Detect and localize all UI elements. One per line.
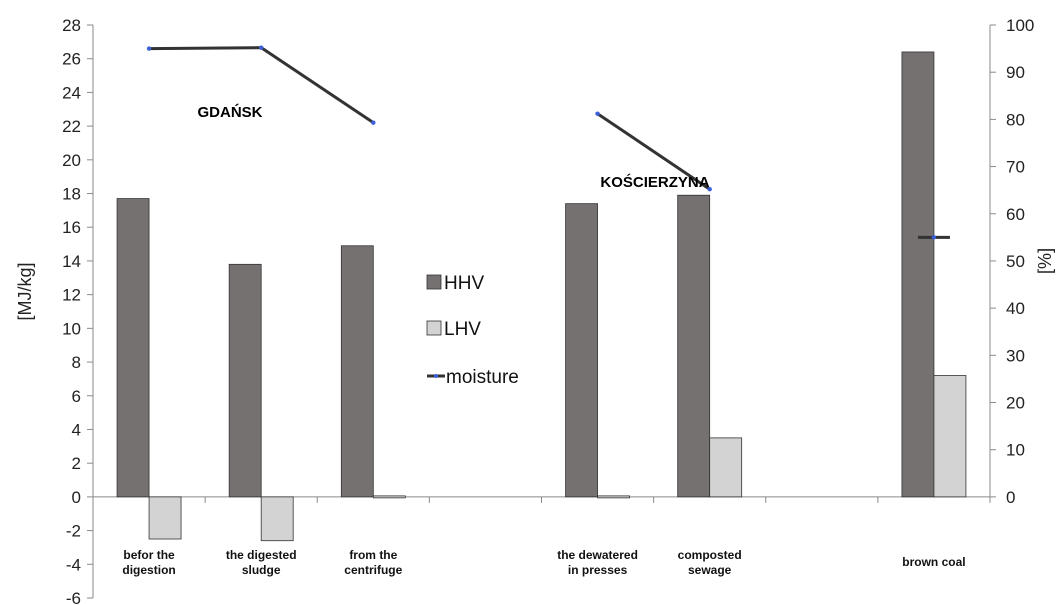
y2-tick-label: 30 [1006,346,1025,365]
y2-tick-label: 100 [1006,16,1034,35]
bars [116,51,967,542]
moisture-point [258,45,264,50]
y-tick-label: 4 [72,420,81,439]
legend-label-lhv: LHV [444,319,481,340]
y2-tick-label: 50 [1006,252,1025,271]
y-tick-label: -6 [66,589,81,605]
y-tick-label: 12 [62,286,81,305]
bar-hhv [340,245,374,498]
category-label: the digested [226,548,297,562]
y-axis-title: [MJ/kg] [15,262,35,320]
y2-tick-label: 40 [1006,299,1025,318]
y2-tick-label: 20 [1006,394,1025,413]
legend-point [434,374,438,378]
annotation-label: GDAŃSK [197,104,262,121]
y-tick-label: 18 [62,185,81,204]
bar-hhv [116,198,150,498]
moisture-point [707,187,712,192]
annotation-label: KOŚCIERZYNA [600,173,709,191]
moisture-point [595,111,600,116]
y2-tick-label: 70 [1006,158,1025,177]
bar-lhv [597,495,630,499]
moisture-point [931,235,937,240]
axes: -6-4-20246810121416182022242628010203040… [15,16,1055,605]
y2-tick-label: 0 [1006,488,1015,507]
y-tick-label: 14 [62,252,81,271]
category-label: brown coal [902,555,965,569]
bar-lhv [148,496,182,540]
y2-tick-label: 10 [1006,441,1025,460]
bar-hhv [228,263,262,498]
moisture-point [146,46,152,51]
moisture-point [371,120,376,125]
category-label: composted [678,548,742,562]
y-tick-label: 26 [62,50,81,69]
y-tick-label: -2 [66,522,81,541]
bar-hhv [901,51,935,498]
y-tick-label: -4 [66,555,81,574]
category-label: sludge [242,563,281,577]
y-tick-label: 2 [72,454,81,473]
category-label: befor the [123,548,175,562]
category-label: from the [349,548,397,562]
y-tick-label: 8 [72,353,81,372]
moisture-segment [596,112,711,191]
category-label: the dewatered [557,548,638,562]
y-tick-label: 16 [62,218,81,237]
legend-swatch-hhv [426,274,442,290]
y-tick-label: 24 [62,83,81,102]
category-label: sewage [688,563,732,577]
bar-hhv [677,194,711,498]
moisture-line [146,45,950,240]
y2-tick-label: 80 [1006,110,1025,129]
category-label: centrifuge [344,563,402,577]
category-label: in presses [568,563,628,577]
category-label: digestion [122,563,175,577]
y-tick-label: 22 [62,117,81,136]
y2-tick-label: 60 [1006,205,1025,224]
y2-tick-label: 90 [1006,63,1025,82]
legend-label-moisture: moisture [446,367,519,388]
legend-label-hhv: HHV [444,273,484,294]
legend-swatch-lhv [426,320,442,336]
bar-lhv [709,437,743,498]
y-tick-label: 20 [62,151,81,170]
y2-axis-title: [%] [1035,248,1055,274]
bar-lhv [372,495,406,499]
y-tick-label: 6 [72,387,81,406]
legend: HHV LHV moisture [426,273,519,388]
y-tick-label: 10 [62,319,81,338]
y-tick-label: 28 [62,16,81,35]
bar-lhv [933,375,967,498]
bar-lhv [260,496,294,542]
y-tick-label: 0 [72,488,81,507]
bar-hhv [565,203,598,498]
